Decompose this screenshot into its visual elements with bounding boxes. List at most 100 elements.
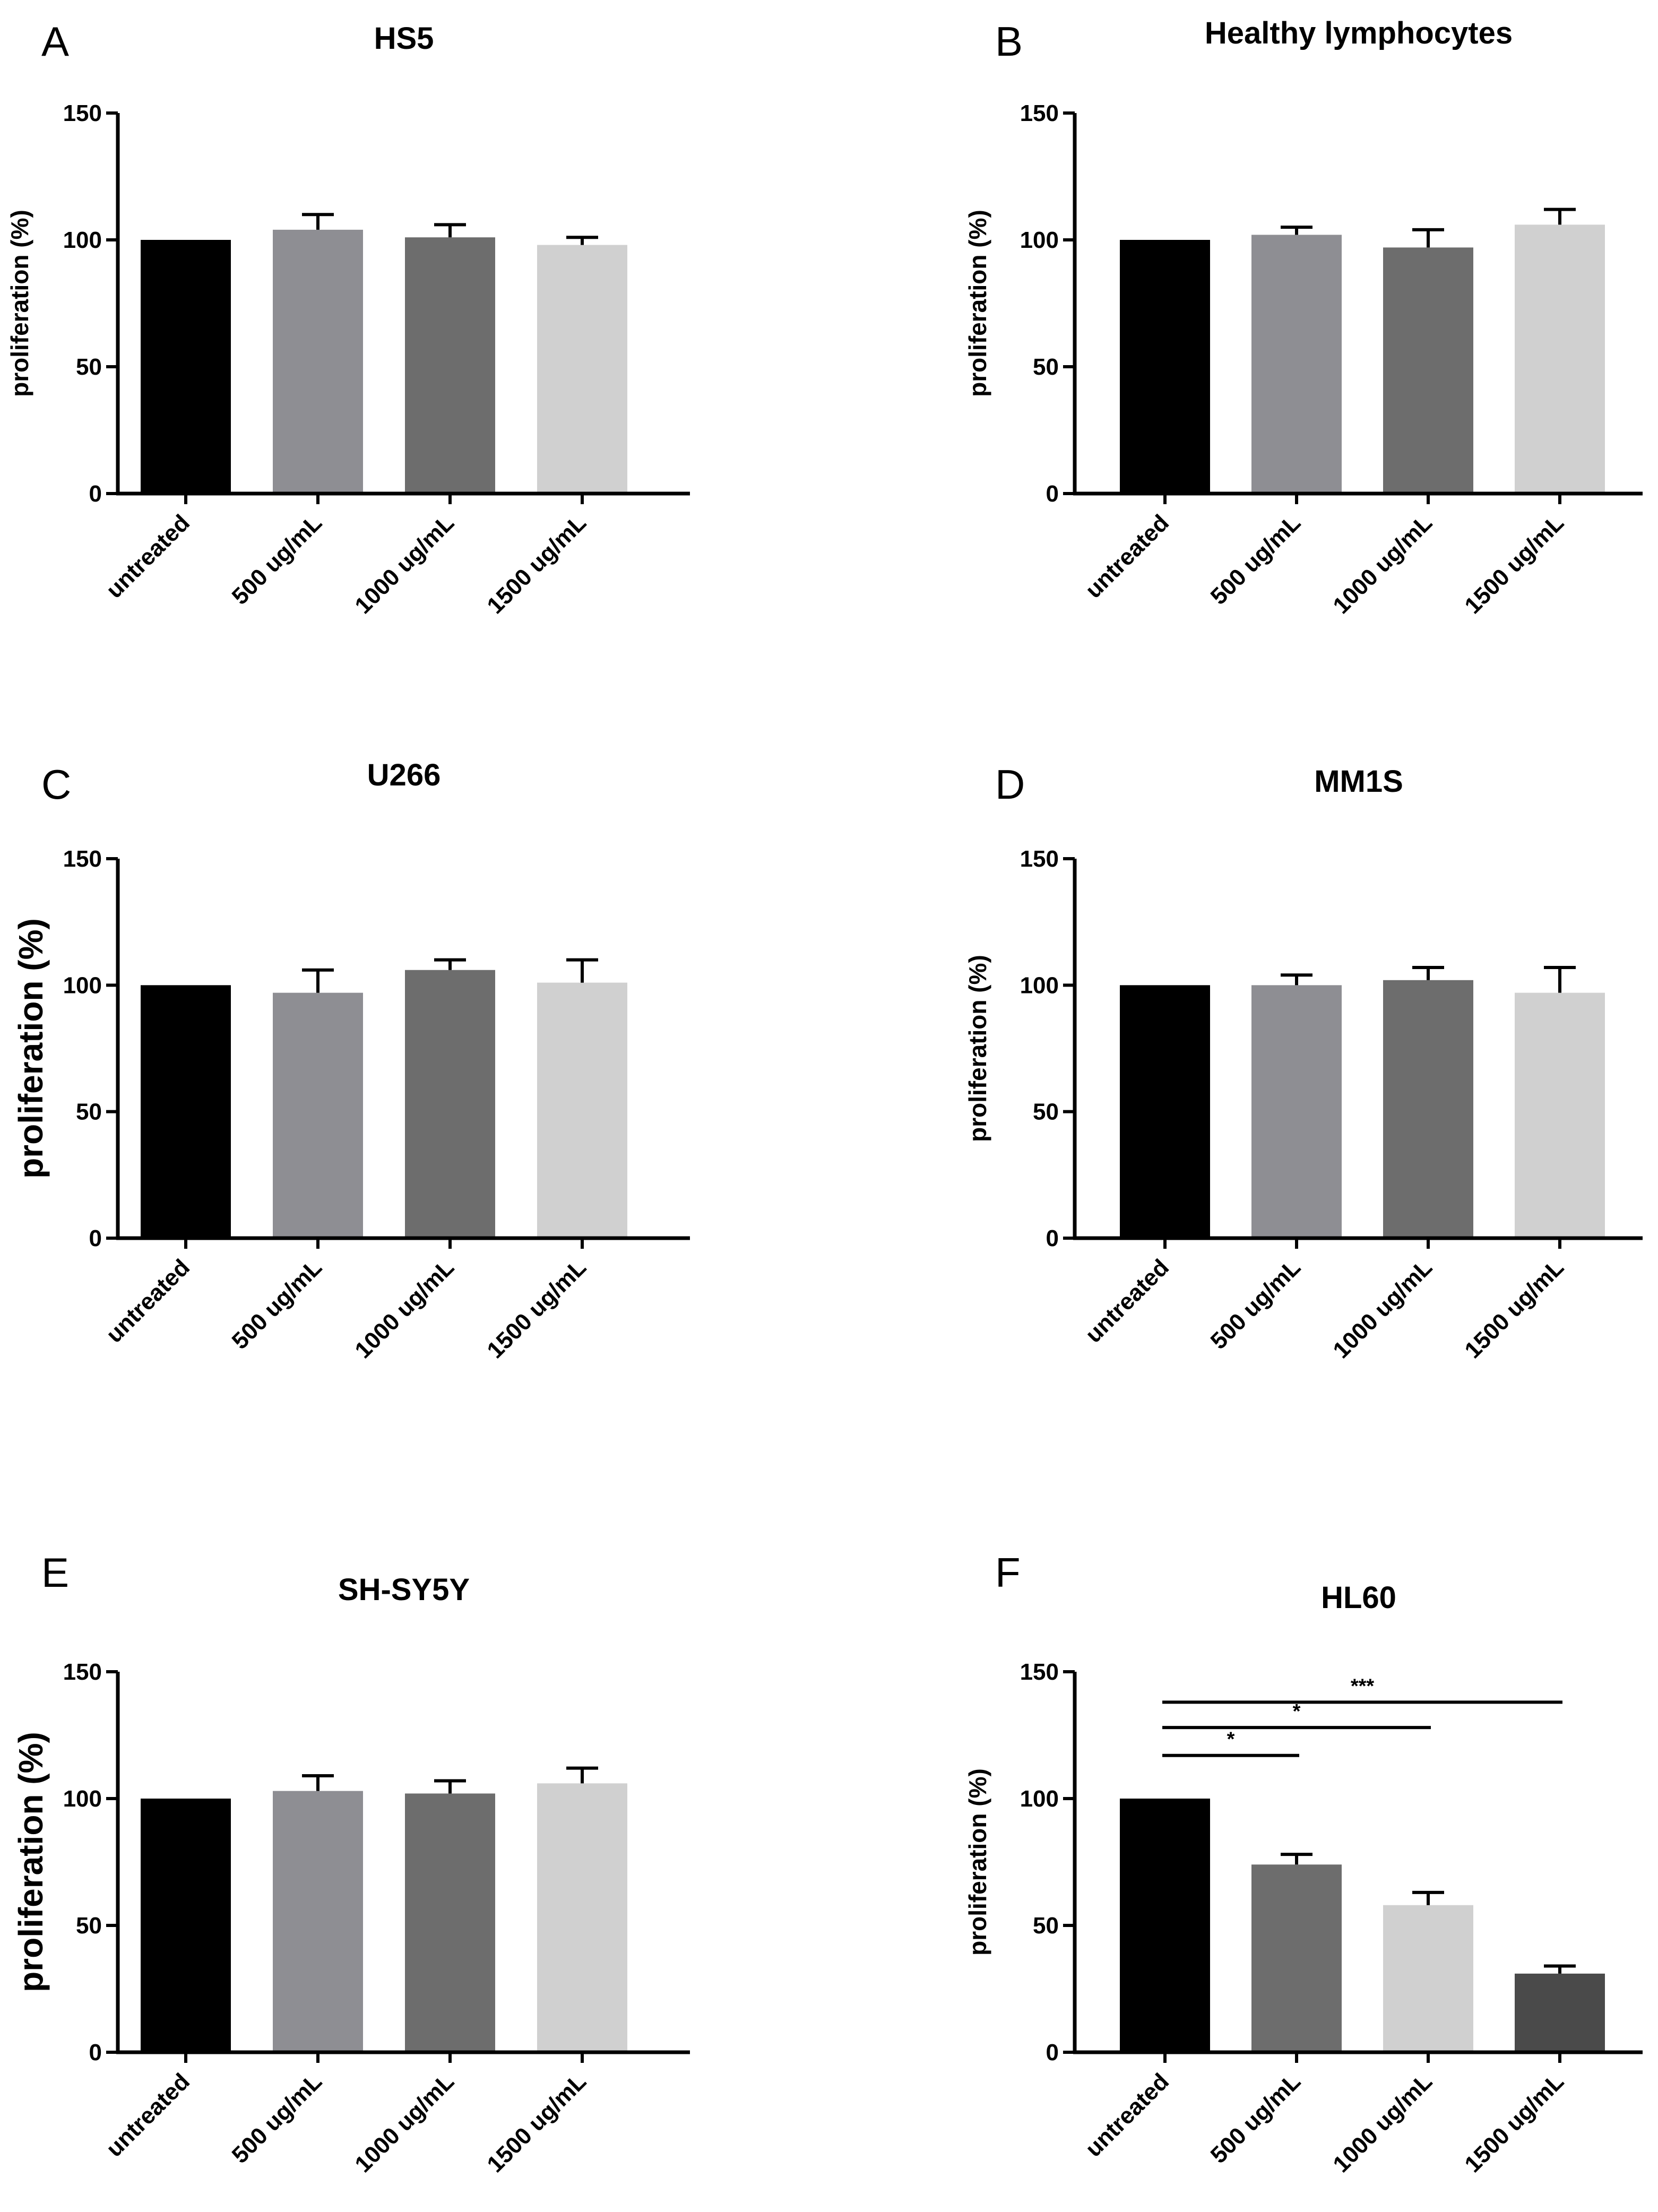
y-axis-label: proliferation (%) [12,918,50,1179]
x-tick-label: 1000 ug/mL [1328,2068,1437,2178]
x-tick-label: 1500 ug/mL [1460,2068,1569,2178]
x-tick-label: untreated [1081,1254,1174,1347]
significance-label: *** [1351,1675,1375,1697]
y-tick-label: 0 [1046,2040,1059,2066]
y-tick-label: 50 [1033,1913,1059,1939]
bar-1 [273,229,363,494]
x-tick-label: 500 ug/mL [227,2068,327,2168]
chart-title: SH-SY5Y [338,1572,470,1607]
bar-3 [537,245,627,494]
y-tick-label: 150 [63,1659,102,1685]
chart-title: HS5 [374,21,434,56]
x-tick-label: 1000 ug/mL [350,1254,459,1363]
y-tick-label: 150 [1020,1659,1059,1685]
bar-1 [273,992,363,1238]
x-tick-label: 1500 ug/mL [482,509,591,619]
x-tick-label: 500 ug/mL [1206,509,1306,610]
y-tick-label: 50 [1033,354,1059,380]
y-axis-label: proliferation (%) [964,1768,991,1956]
y-tick-label: 100 [1020,972,1059,998]
bar-0 [141,1799,231,2052]
chart-title: HL60 [1321,1580,1396,1615]
panel-letter: D [995,761,1025,808]
panel-letter: B [995,18,1023,65]
x-tick-label: untreated [101,2068,195,2162]
y-tick-label: 0 [89,2040,102,2066]
x-tick-label: 1500 ug/mL [482,1254,591,1363]
bar-0 [1120,985,1210,1238]
bar-0 [141,985,231,1238]
bar-0 [141,240,231,494]
y-tick-label: 0 [1046,481,1059,507]
panel-letter: C [41,761,71,808]
panel-letter: E [41,1549,69,1596]
bar-1 [1251,235,1342,494]
y-tick-label: 100 [63,1786,102,1812]
y-axis-label: proliferation (%) [12,1732,50,1992]
x-tick-label: 1500 ug/mL [1460,1254,1569,1363]
bar-2 [405,237,495,494]
y-axis-label: proliferation (%) [6,210,33,397]
panel-F: F HL60 proliferation (%) 0 50 100 150 untreated… [964,1549,1643,2178]
y-tick-label: 150 [1020,846,1059,872]
chart-title: U266 [367,758,441,792]
x-tick-label: 1500 ug/mL [1460,509,1569,619]
x-tick-label: untreated [1081,2068,1174,2162]
x-tick-label: 1000 ug/mL [350,509,459,619]
bar-0 [1120,240,1210,494]
y-tick-label: 100 [63,227,102,253]
bar-2 [1383,980,1473,1238]
bar-0 [1120,1799,1210,2052]
y-tick-label: 100 [63,972,102,998]
y-tick-label: 0 [89,481,102,507]
y-tick-label: 150 [63,846,102,872]
bar-3 [1515,1973,1605,2052]
x-tick-label: 1500 ug/mL [482,2068,591,2178]
panel-A: A HS5 proliferation (%) 0 50 100 150 untreated 5… [6,18,690,619]
bar-2 [405,970,495,1238]
y-tick-label: 50 [76,1099,102,1125]
x-tick-label: 500 ug/mL [1206,1254,1306,1354]
bar-3 [1515,992,1605,1238]
panel-C: C U266 proliferation (%) 0 50 100 150 untreated… [12,758,690,1363]
panel-letter: F [995,1549,1021,1596]
panel-letter: A [41,18,69,65]
bar-3 [1515,224,1605,494]
x-tick-label: 1000 ug/mL [1328,1254,1437,1363]
panel-B: B Healthy lymphocytes proliferation (%) 0 50… [964,16,1643,619]
x-tick-label: untreated [101,1254,195,1347]
bar-2 [1383,1905,1473,2052]
panel-D: D MM1S proliferation (%) 0 50 100 150 untreated… [964,761,1643,1363]
bar-2 [1383,247,1473,494]
bar-1 [1251,985,1342,1238]
y-tick-label: 150 [1020,100,1059,126]
bar-1 [1251,1864,1342,2052]
bar-3 [537,982,627,1238]
y-tick-label: 50 [76,354,102,380]
x-tick-label: untreated [101,509,195,603]
x-tick-label: untreated [1081,509,1174,603]
y-tick-label: 150 [63,100,102,126]
bar-1 [273,1791,363,2052]
y-tick-label: 50 [1033,1099,1059,1125]
bar-3 [537,1783,627,2052]
bar-2 [405,1793,495,2052]
y-tick-label: 0 [89,1225,102,1251]
chart-title: Healthy lymphocytes [1205,16,1513,50]
x-tick-label: 1000 ug/mL [1328,509,1437,619]
x-tick-label: 1000 ug/mL [350,2068,459,2178]
y-tick-label: 100 [1020,1786,1059,1812]
x-tick-label: 500 ug/mL [1206,2068,1306,2168]
significance-label: * [1293,1700,1301,1723]
y-axis-label: proliferation (%) [964,955,991,1142]
y-tick-label: 100 [1020,227,1059,253]
x-tick-label: 500 ug/mL [227,509,327,610]
panel-E: E SH-SY5Y proliferation (%) 0 50 100 150 untrea… [12,1549,690,2178]
x-tick-label: 500 ug/mL [227,1254,327,1354]
chart-title: MM1S [1314,764,1403,799]
y-axis-label: proliferation (%) [964,210,991,397]
y-tick-label: 50 [76,1913,102,1939]
significance-label: * [1227,1729,1235,1751]
y-tick-label: 0 [1046,1225,1059,1251]
